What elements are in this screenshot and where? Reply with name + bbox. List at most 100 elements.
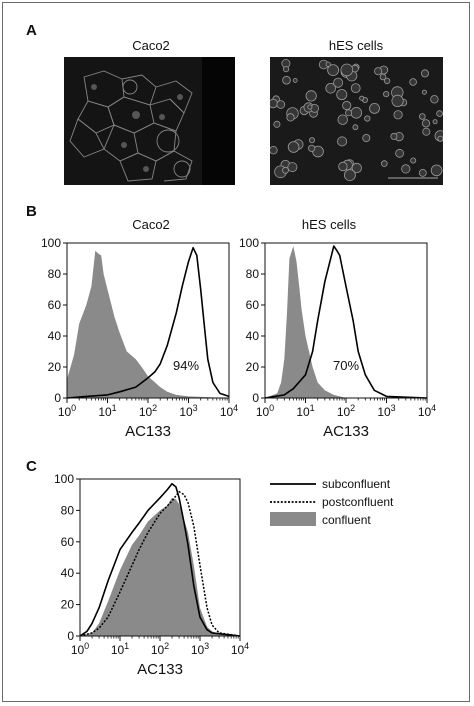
histogram-line — [264, 245, 428, 399]
x-tick-label: 104 — [418, 403, 436, 419]
cell-blob — [374, 67, 383, 76]
cell-blob — [379, 73, 387, 81]
cell-blob — [352, 124, 359, 131]
cell-blob — [436, 110, 443, 117]
filled-histogram-series — [80, 497, 240, 636]
y-tick-label: 100 — [41, 236, 61, 250]
histogram-line — [79, 482, 241, 637]
y-tick-label: 100 — [54, 472, 74, 486]
cell-blob — [422, 127, 431, 136]
y-tick-label: 80 — [48, 267, 62, 281]
y-tick-label: 60 — [61, 535, 75, 549]
y-tick-label: 20 — [48, 360, 62, 374]
x-tick-label: 102 — [139, 403, 157, 419]
cell-blob — [309, 137, 316, 144]
legend-label-subconfluent: subconfluent — [322, 477, 391, 491]
cell-blob — [333, 77, 344, 88]
cell-blob — [325, 61, 331, 67]
x-tick-label: 100 — [58, 403, 76, 419]
y-tick-label: 40 — [61, 566, 75, 580]
cell-blob — [409, 78, 417, 86]
chart-title-hes: hES cells — [301, 217, 357, 232]
x-tick-label: 101 — [111, 641, 129, 657]
y-tick-label: 0 — [54, 391, 61, 405]
cell-blob — [418, 169, 427, 177]
x-tick-label: 103 — [179, 403, 197, 419]
cell-blob — [273, 120, 281, 128]
cell-blob — [369, 103, 380, 114]
cell-blob — [383, 77, 391, 85]
legend-label-confluent: confluent — [322, 513, 371, 527]
x-tick-label: 103 — [191, 641, 209, 657]
legend-label-postconfluent: postconfluent — [322, 495, 394, 509]
histogram-line — [66, 246, 230, 399]
x-tick-label: 101 — [98, 403, 116, 419]
y-tick-label: 0 — [252, 391, 259, 405]
caco2-micrograph-texture — [64, 57, 235, 185]
y-tick-label: 0 — [67, 629, 74, 643]
y-tick-label: 60 — [246, 298, 260, 312]
x-axis-label: AC133 — [137, 661, 183, 678]
cell-blob — [307, 144, 316, 152]
hes-micrograph-texture — [270, 57, 443, 185]
cell-blob — [364, 115, 371, 122]
panel-letter-b: B — [26, 203, 37, 220]
cell-blob — [270, 146, 278, 155]
x-axis-label: AC133 — [125, 423, 171, 440]
cell-blob — [283, 66, 290, 73]
cell-blob — [395, 148, 405, 158]
image-title-caco2: Caco2 — [132, 38, 170, 53]
cell-blob — [292, 77, 298, 83]
y-tick-label: 80 — [61, 503, 75, 517]
cell-blob — [383, 90, 390, 98]
cell-blob — [381, 160, 388, 167]
cell-blob — [391, 94, 404, 108]
cell-blob — [282, 166, 289, 174]
cell-blob — [327, 64, 339, 77]
cell-blob — [390, 132, 398, 140]
cell-blob — [362, 134, 371, 143]
y-tick-label: 40 — [246, 329, 260, 343]
cell-blob — [305, 90, 317, 102]
caco2-micrograph — [64, 57, 235, 185]
x-tick-label: 102 — [337, 403, 355, 419]
cell-blob — [419, 113, 426, 120]
cell-blob — [421, 89, 427, 95]
filled-histogram-series — [67, 250, 229, 398]
cell-blob — [410, 157, 417, 164]
x-tick-label: 103 — [377, 403, 395, 419]
percent-positive-label: 70% — [333, 358, 359, 373]
cell-blob — [337, 114, 348, 125]
panel-letter-a: A — [26, 22, 37, 39]
x-axis-label: AC133 — [323, 423, 369, 440]
cell-blob — [337, 136, 348, 147]
x-tick-label: 100 — [256, 403, 274, 419]
x-tick-label: 102 — [151, 641, 169, 657]
x-tick-label: 104 — [220, 403, 238, 419]
y-tick-label: 80 — [246, 267, 260, 281]
y-tick-label: 40 — [48, 329, 62, 343]
chart-title-caco2: Caco2 — [132, 217, 170, 232]
cell-blob — [350, 83, 361, 94]
hes-micrograph — [270, 57, 443, 185]
cell-blob — [432, 119, 438, 125]
y-tick-label: 60 — [48, 298, 62, 312]
cell-blob — [359, 95, 365, 101]
y-tick-label: 20 — [246, 360, 260, 374]
cell-blob — [345, 109, 353, 117]
x-tick-label: 104 — [231, 641, 249, 657]
image-title-hes: hES cells — [328, 38, 384, 53]
x-tick-label: 100 — [71, 641, 89, 657]
cell-blob — [420, 69, 429, 78]
cell-blob — [286, 113, 295, 122]
legend-swatch-confluent — [270, 512, 316, 526]
cell-blob — [430, 164, 443, 177]
cell-blob — [287, 162, 298, 173]
cell-blob — [276, 100, 286, 109]
cell-blob — [282, 75, 291, 85]
cell-blob — [401, 164, 411, 174]
cell-blob — [338, 161, 348, 172]
y-tick-label: 20 — [61, 598, 75, 612]
